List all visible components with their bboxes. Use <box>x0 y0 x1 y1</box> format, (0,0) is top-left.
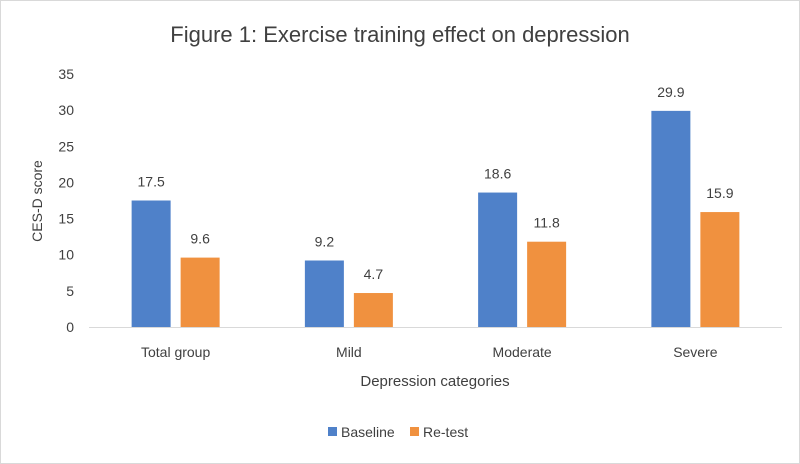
chart-title: Figure 1: Exercise training effect on de… <box>170 22 629 47</box>
data-label: 11.8 <box>534 215 560 231</box>
bar-re-test-total-group <box>180 257 220 327</box>
x-tick-label: Moderate <box>493 344 552 360</box>
y-tick-label: 5 <box>66 283 74 299</box>
data-label: 18.6 <box>484 166 511 182</box>
data-label: 15.9 <box>706 185 733 201</box>
data-label: 9.2 <box>315 233 335 249</box>
y-tick-label: 15 <box>58 211 74 227</box>
y-tick-label: 10 <box>58 247 74 263</box>
legend-swatch-re-test <box>410 427 419 436</box>
x-tick-label: Severe <box>673 344 718 360</box>
y-axis-label: CES-D score <box>29 160 45 242</box>
legend-label: Re-test <box>423 424 468 440</box>
legend-label: Baseline <box>341 424 395 440</box>
y-tick-label: 25 <box>58 138 74 154</box>
data-label: 9.6 <box>190 231 210 247</box>
y-tick-label: 30 <box>58 102 74 118</box>
bar-baseline-severe <box>651 110 691 327</box>
data-label: 17.5 <box>138 174 165 190</box>
y-tick-label: 35 <box>58 66 74 82</box>
bar-baseline-moderate <box>478 192 518 327</box>
legend-swatch-baseline <box>328 427 337 436</box>
bar-re-test-severe <box>700 212 740 327</box>
x-tick-label: Total group <box>141 344 210 360</box>
bar-re-test-mild <box>353 293 393 327</box>
data-label: 29.9 <box>657 84 684 100</box>
x-axis-label: Depression categories <box>360 373 509 390</box>
y-tick-label: 20 <box>58 174 74 190</box>
bar-baseline-mild <box>304 260 344 327</box>
bar-baseline-total-group <box>131 200 171 327</box>
data-label: 4.7 <box>364 266 384 282</box>
bar-re-test-moderate <box>527 241 567 327</box>
y-tick-label: 0 <box>66 319 74 335</box>
x-tick-label: Mild <box>336 344 362 360</box>
